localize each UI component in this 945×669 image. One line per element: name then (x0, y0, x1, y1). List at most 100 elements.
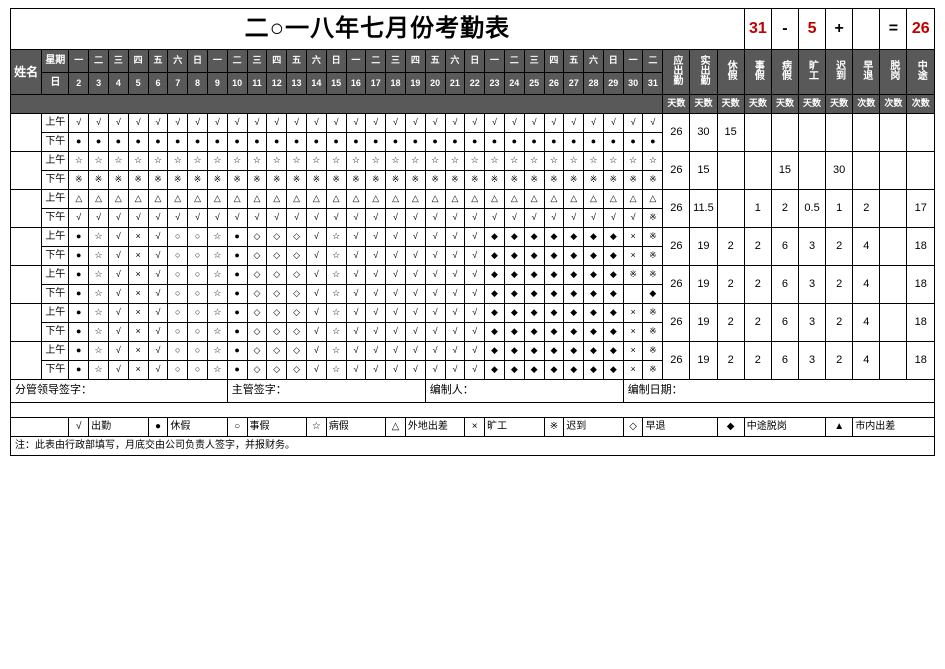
emp-5-pm-20: √ (465, 323, 485, 342)
emp-3-am-9: ◇ (247, 228, 267, 247)
emp-6-am-14: √ (346, 342, 366, 361)
legend-lead (11, 418, 69, 437)
emp-5-am-27: ◆ (603, 304, 623, 323)
sum-hdr-2: 休假 (717, 50, 744, 95)
emp-4-am-label: 上午 (42, 266, 69, 285)
emp-5-pm-22: ◆ (504, 323, 524, 342)
emp-1-pm-label: 下午 (42, 171, 69, 190)
emp-2-sum-7: 2 (853, 190, 880, 228)
emp-3-pm-18: √ (425, 247, 445, 266)
emp-1-pm-17: ※ (405, 171, 425, 190)
weekday-26: 六 (584, 50, 604, 73)
emp-6-pm-24: ◆ (544, 361, 564, 380)
emp-6-am-5: ○ (168, 342, 188, 361)
emp-2-pm-24: √ (544, 209, 564, 228)
emp-6-am-23: ◆ (524, 342, 544, 361)
emp-1-pm-9: ※ (247, 171, 267, 190)
emp-5-am-26: ◆ (584, 304, 604, 323)
emp-5-am-8: ● (227, 304, 247, 323)
emp-0-name (11, 114, 42, 152)
emp-6-sum-0: 26 (663, 342, 690, 380)
emp-5-am-4: √ (148, 304, 168, 323)
emp-2-pm-2: √ (108, 209, 128, 228)
weekday-14: 一 (346, 50, 366, 73)
emp-6-am-1: ☆ (89, 342, 109, 361)
sum-unit-6: 天数 (826, 95, 853, 114)
emp-2-pm-14: √ (346, 209, 366, 228)
emp-2-am-2: △ (108, 190, 128, 209)
emp-3-pm-0: ● (69, 247, 89, 266)
emp-0-sum-5 (799, 114, 826, 152)
emp-2-pm-17: √ (405, 209, 425, 228)
emp-2-pm-label: 下午 (42, 209, 69, 228)
emp-6-pm-20: √ (465, 361, 485, 380)
emp-1-am-27: ☆ (603, 152, 623, 171)
emp-4-pm-11: ◇ (287, 285, 307, 304)
emp-4-am-0: ● (69, 266, 89, 285)
emp-5-am-6: ○ (188, 304, 208, 323)
emp-4-pm-19: √ (445, 285, 465, 304)
emp-5-am-2: √ (108, 304, 128, 323)
emp-0-am-1: √ (89, 114, 109, 133)
emp-0-am-13: √ (326, 114, 346, 133)
emp-3-sum-8 (880, 228, 907, 266)
emp-0-am-10: √ (267, 114, 287, 133)
weekday-22: 二 (504, 50, 524, 73)
weekday-8: 二 (227, 50, 247, 73)
emp-6-pm-23: ◆ (524, 361, 544, 380)
emp-2-am-10: △ (267, 190, 287, 209)
emp-0-am-17: √ (405, 114, 425, 133)
emp-4-am-8: ● (227, 266, 247, 285)
emp-1-pm-14: ※ (346, 171, 366, 190)
emp-0-am-label: 上午 (42, 114, 69, 133)
emp-2-pm-16: √ (386, 209, 406, 228)
date-27: 29 (603, 72, 623, 95)
emp-1-pm-16: ※ (386, 171, 406, 190)
emp-1-am-15: ☆ (366, 152, 386, 171)
weekday-10: 四 (267, 50, 287, 73)
emp-0-am-27: √ (603, 114, 623, 133)
calc-c (853, 9, 880, 50)
date-8: 10 (227, 72, 247, 95)
emp-3-pm-26: ◆ (584, 247, 604, 266)
emp-0-sum-6 (826, 114, 853, 152)
emp-5-sum-0: 26 (663, 304, 690, 342)
emp-2-am-26: △ (584, 190, 604, 209)
emp-6-am-29: ※ (643, 342, 663, 361)
emp-5-am-13: ☆ (326, 304, 346, 323)
legend-sym-8: ◆ (717, 418, 744, 437)
emp-2-am-16: △ (386, 190, 406, 209)
emp-3-am-24: ◆ (544, 228, 564, 247)
emp-3-am-11: ◇ (287, 228, 307, 247)
emp-2-sum-5: 0.5 (799, 190, 826, 228)
emp-0-am-20: √ (465, 114, 485, 133)
calc-op2: + (826, 9, 853, 50)
emp-4-pm-8: ● (227, 285, 247, 304)
emp-5-am-11: ◇ (287, 304, 307, 323)
emp-1-sum-8 (880, 152, 907, 190)
emp-6-am-24: ◆ (544, 342, 564, 361)
emp-1-am-0: ☆ (69, 152, 89, 171)
emp-0-sum-9 (907, 114, 935, 152)
emp-4-am-9: ◇ (247, 266, 267, 285)
emp-4-am-25: ◆ (564, 266, 584, 285)
legend-sym-4: △ (386, 418, 406, 437)
legend-txt-4: 外地出差 (405, 418, 464, 437)
emp-2-pm-4: √ (148, 209, 168, 228)
emp-3-pm-8: ● (227, 247, 247, 266)
emp-4-pm-25: ◆ (564, 285, 584, 304)
weekday-15: 二 (366, 50, 386, 73)
sum-unit-7: 次数 (853, 95, 880, 114)
weekday-7: 一 (207, 50, 227, 73)
emp-4-pm-9: ◇ (247, 285, 267, 304)
emp-3-am-26: ◆ (584, 228, 604, 247)
weekday-18: 五 (425, 50, 445, 73)
sum-hdr-6: 迟到 (826, 50, 853, 95)
emp-4-am-4: √ (148, 266, 168, 285)
emp-0-pm-23: ● (524, 133, 544, 152)
sum-unit-2: 天数 (717, 95, 744, 114)
emp-0-pm-3: ● (128, 133, 148, 152)
emp-5-pm-5: ○ (168, 323, 188, 342)
emp-2-sum-0: 26 (663, 190, 690, 228)
emp-2-pm-25: √ (564, 209, 584, 228)
